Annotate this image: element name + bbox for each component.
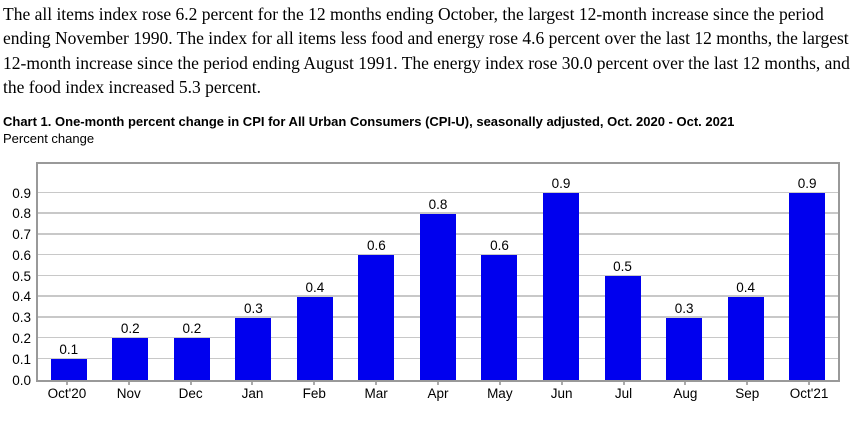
x-tick-label: Aug [673,386,698,401]
bar-May [481,255,518,380]
bar-slot: 0.3 [223,164,285,380]
y-tick-label: 0.8 [12,206,31,222]
bar-slot: 0.3 [653,164,715,380]
x-tick-label: Jul [614,386,633,401]
bar-slot: 0.2 [161,164,223,380]
y-axis-labels: 0.0 0.1 0.2 0.3 0.4 0.5 0.6 0.7 0.8 0.9 [0,162,31,388]
y-tick-label: 0.0 [12,372,31,388]
gridline [38,191,838,194]
x-tick [189,382,192,385]
bar-value-label: 0.6 [487,238,512,254]
x-tick-label: Mar [364,386,388,401]
bar-Aug [666,317,703,380]
x-tick [684,382,687,385]
bar-slot: 0.2 [100,164,162,380]
x-tick [65,382,68,385]
bar-Apr [419,213,456,380]
y-tick-label: 0.1 [12,351,31,367]
bar-slot: 0.5 [592,164,654,380]
bar-slot: 0.1 [38,164,100,380]
x-tick-label: Sep [735,386,760,401]
bar-slot: 0.4 [284,164,346,380]
x-tick-label: Oct'21 [789,386,829,401]
gridline [38,212,838,214]
x-tick [498,382,501,385]
bar-value-label: 0.2 [117,321,143,337]
x-tick-label: Nov [116,386,141,401]
bar-Feb [296,296,333,380]
x-tick-label: Jan [241,386,264,401]
bar-value-label: 0.5 [610,259,635,275]
bar-Sep [727,296,764,380]
bar-slot: 0.6 [346,164,408,380]
x-tick-label: Dec [178,386,203,401]
x-tick [127,382,130,385]
bar-value-label: 0.3 [671,300,697,316]
x-tick [251,382,254,385]
x-tick [437,382,439,385]
bar-Dec [173,338,210,380]
chart-title: Chart 1. One-month percent change in CPI… [3,114,735,129]
bar-slot: 0.9 [776,164,838,380]
x-tick-label: Apr [427,386,449,401]
x-tick [313,382,316,385]
x-tick [560,382,563,385]
y-tick-label: 0.2 [12,330,31,346]
x-tick [746,382,749,385]
x-tick-label: Feb [302,386,326,401]
x-tick-label: Jun [550,386,573,401]
chart-y-axis-title: Percent change [3,131,95,146]
bar-Jul [604,276,641,380]
y-tick-label: 0.9 [12,185,31,201]
bar-slot: 0.8 [407,164,469,380]
bars-container: 0.1 0.2 0.2 0.3 0.4 0.6 0.8 0.6 0.9 0.5 0.3 0.4 0.9 [38,164,838,380]
y-tick-label: 0.4 [12,289,31,305]
bar-slot: 0.9 [530,164,592,380]
bar-value-label: 0.3 [240,300,266,316]
bar-value-label: 0.4 [302,279,328,295]
bar-value-label: 0.2 [179,321,205,337]
bar-value-label: 0.8 [425,196,451,212]
x-axis-labels: Oct'20 Nov Dec Jan Feb Mar Apr May Jun Jul Aug Sep O… [36,386,840,402]
bar-value-label: 0.9 [794,176,820,192]
intro-paragraph: The all items index rose 6.2 percent for… [3,4,850,97]
bar-slot: 0.6 [469,164,531,380]
bar-value-label: 0.6 [364,238,389,254]
x-tick [808,382,811,385]
x-axis-ticks [36,382,840,386]
x-tick [375,382,378,385]
bar-Oct'20 [50,359,87,380]
bar-slot: 0.4 [715,164,777,380]
y-tick-label: 0.6 [12,247,31,263]
bar-Mar [358,255,395,380]
bar-Nov [112,338,149,380]
y-tick-label: 0.7 [12,227,31,243]
bar-Jun [543,193,580,380]
bar-value-label: 0.9 [548,176,574,192]
bar-value-label: 0.4 [733,279,758,295]
bar-Oct'21 [789,193,826,380]
bar-Jan [235,317,272,380]
x-tick-label: May [487,386,513,401]
x-tick-label: Oct'20 [47,386,87,401]
bar-value-label: 0.1 [56,342,82,358]
y-tick-label: 0.3 [12,310,31,326]
y-tick-label: 0.5 [12,268,31,284]
plot-area: 0.1 0.2 0.2 0.3 0.4 0.6 0.8 0.6 0.9 0.5 0.3 0.4 0.9 [36,162,840,382]
x-tick [622,382,625,385]
